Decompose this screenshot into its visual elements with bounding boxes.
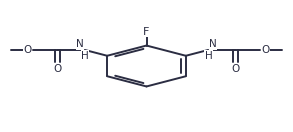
Text: H: H — [205, 51, 212, 61]
Text: N: N — [76, 39, 84, 49]
Text: O: O — [231, 64, 239, 74]
Text: O: O — [23, 45, 32, 55]
Text: N: N — [209, 39, 217, 49]
Text: O: O — [54, 64, 62, 74]
Text: H: H — [81, 51, 89, 61]
Text: O: O — [261, 45, 270, 55]
Text: F: F — [143, 27, 150, 37]
